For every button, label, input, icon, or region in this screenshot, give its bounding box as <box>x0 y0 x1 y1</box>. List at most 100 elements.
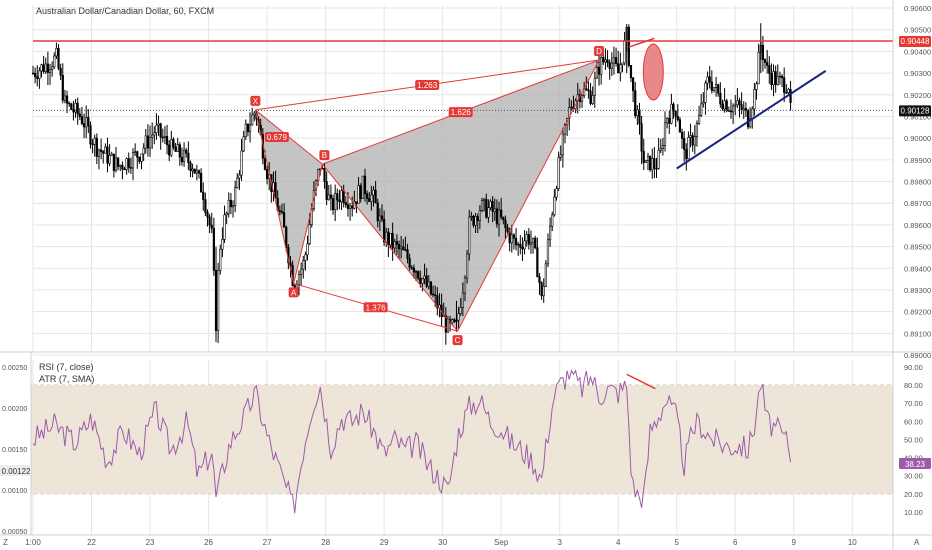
price-tick-label: 0.89700 <box>904 199 931 208</box>
candle-body <box>742 108 745 111</box>
candle-body <box>691 135 694 146</box>
candle-body <box>495 208 499 225</box>
candle-body <box>189 162 192 172</box>
candle-body <box>193 168 196 174</box>
candle-body <box>685 149 688 160</box>
candle-body <box>97 149 101 157</box>
candle-body <box>65 95 69 104</box>
candle-body <box>346 204 350 209</box>
candle-body <box>89 125 92 145</box>
candle-body <box>746 110 750 128</box>
candle-body <box>365 193 369 199</box>
candle-body <box>148 137 152 149</box>
time-tick-label: Sep <box>494 538 509 547</box>
svg-text:38.23: 38.23 <box>905 460 926 469</box>
candle-body <box>693 136 696 146</box>
candle-body <box>595 66 599 79</box>
pattern-point-marker <box>452 335 463 346</box>
candle-body <box>376 202 379 222</box>
candle-body <box>168 144 171 156</box>
candle-body <box>161 136 164 139</box>
candle-body <box>419 277 422 284</box>
candle-body <box>329 194 333 199</box>
zoom-icon[interactable]: Z <box>3 538 8 547</box>
candle-body <box>480 200 484 211</box>
candle-body <box>248 124 252 133</box>
candle-body <box>42 64 45 73</box>
candle-body <box>512 234 516 239</box>
ratio-label-bg <box>448 107 473 118</box>
candle-body <box>704 82 707 103</box>
ratio-label: 1.263 <box>417 81 438 90</box>
candle-body <box>34 72 37 78</box>
candle-body <box>472 215 475 226</box>
candle-body <box>659 148 662 151</box>
candle-body <box>78 113 81 117</box>
candle-body <box>165 135 169 146</box>
candle-body <box>338 199 341 203</box>
svg-text:0.90448: 0.90448 <box>901 37 930 46</box>
candle-body <box>46 63 49 73</box>
candle-body <box>710 81 713 91</box>
candle-body <box>191 168 194 172</box>
candle-body <box>102 151 105 154</box>
ellipse-marker[interactable] <box>642 43 664 101</box>
auto-scale-icon[interactable]: A <box>914 538 920 547</box>
candle-body <box>117 157 120 167</box>
candle-body <box>219 248 222 271</box>
candle-body <box>651 158 654 171</box>
candle-body <box>108 155 111 164</box>
candle-body <box>740 104 743 111</box>
candle-body <box>285 226 288 248</box>
candle-body <box>623 39 626 64</box>
candle-body <box>772 71 775 85</box>
svg-text:0.90128: 0.90128 <box>901 106 930 115</box>
candle-body <box>670 103 673 124</box>
candle-body <box>342 190 345 203</box>
pattern-triangle-xab <box>255 109 323 284</box>
rsi-tick-label: 80.00 <box>904 381 923 390</box>
candle-body <box>212 227 215 271</box>
divergence-line-price[interactable] <box>628 37 655 48</box>
candle-body <box>719 92 722 105</box>
candle-body <box>340 190 343 203</box>
pattern-point-marker <box>250 95 261 106</box>
candle-body <box>661 145 664 149</box>
candle-body <box>459 307 462 315</box>
candle-body <box>768 65 771 74</box>
divergence-line-rsi[interactable] <box>626 373 656 390</box>
candle-body <box>106 146 109 164</box>
candle-body <box>385 231 388 243</box>
candle-body <box>695 123 699 137</box>
candle-body <box>636 109 639 116</box>
candle-body <box>761 44 765 60</box>
candle-body <box>649 155 652 171</box>
candle-body <box>619 64 622 74</box>
candle-body <box>99 149 103 152</box>
rsi-axis-ticks: 90.0080.0070.0060.0050.0040.0030.0020.00… <box>904 363 923 517</box>
time-tick-label: 10 <box>848 538 857 547</box>
candle-body <box>757 52 760 85</box>
candle-body <box>549 225 552 241</box>
candle-body <box>406 249 409 259</box>
candle-body <box>683 138 686 150</box>
candle-body <box>755 83 758 90</box>
candle-body <box>348 205 352 209</box>
candle-body <box>504 219 507 228</box>
trendline[interactable] <box>676 70 827 170</box>
candle-body <box>223 214 226 240</box>
candle-body <box>425 275 428 287</box>
candle-body <box>721 103 724 110</box>
candle-body <box>44 63 47 73</box>
candle-body <box>240 150 243 176</box>
atr-value-label: 0.00122 <box>0 465 31 476</box>
time-tick-label: 1:00 <box>25 538 41 547</box>
candle-body <box>200 172 203 193</box>
candle-body <box>400 246 403 250</box>
candle-body <box>389 233 392 246</box>
candle-body <box>91 143 94 146</box>
candle-body <box>446 319 450 333</box>
price-tick-label: 0.90400 <box>904 47 931 56</box>
pattern-leg-CD <box>457 59 600 332</box>
candle-body <box>155 124 158 133</box>
